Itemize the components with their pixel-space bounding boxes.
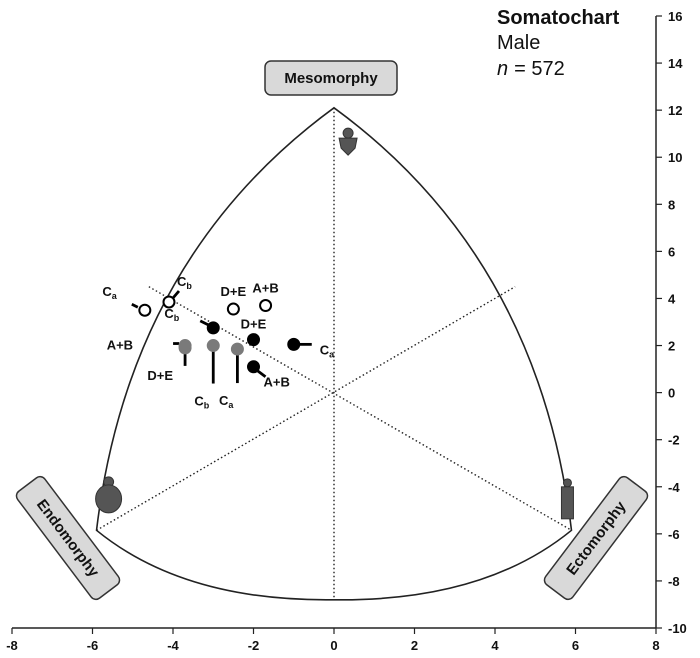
y-tick-label: 12 — [668, 103, 682, 118]
mesomorph-figure-icon — [338, 127, 358, 156]
x-ticks: -8 -6 -4 -2 0 2 4 6 8 — [6, 628, 660, 653]
point-leader-line — [256, 369, 267, 378]
x-tick-label: -4 — [167, 638, 179, 653]
point-label: Ca — [219, 393, 234, 410]
y-tick-label: -10 — [668, 621, 687, 636]
y-tick-label: 6 — [668, 244, 675, 259]
y-tick-label: 10 — [668, 150, 682, 165]
figure-icons — [95, 127, 574, 520]
y-tick-label: -2 — [668, 433, 680, 448]
point-label: A+B — [107, 338, 133, 353]
sample-size-value: = 572 — [514, 58, 565, 80]
point-label: D+E — [241, 317, 267, 332]
point-label: Cb — [177, 274, 192, 291]
x-tick-label: -2 — [248, 638, 260, 653]
y-tick-label: -8 — [668, 574, 680, 589]
y-tick-label: -6 — [668, 527, 680, 542]
x-tick-label: 0 — [330, 638, 337, 653]
y-tick-label: 8 — [668, 197, 675, 212]
data-point — [206, 321, 220, 335]
data-point — [230, 342, 244, 356]
y-tick-label: -4 — [668, 480, 680, 495]
reference-line — [96, 286, 516, 531]
mesomorphy-label-box: Mesomorphy — [264, 60, 398, 96]
y-tick-label: 2 — [668, 339, 675, 354]
chart-title: Somatochart — [497, 7, 620, 29]
x-tick-label: 8 — [652, 638, 659, 653]
point-label: D+E — [147, 368, 173, 383]
y-tick-label: 14 — [668, 56, 683, 71]
chart-subtitle: Male — [497, 32, 540, 54]
point-leader-line — [199, 319, 209, 327]
point-label: A+B — [252, 281, 278, 296]
data-point — [206, 339, 220, 353]
y-tick-label: 4 — [668, 291, 676, 306]
data-point — [226, 302, 240, 316]
data-point — [138, 303, 152, 317]
x-tick-label: -6 — [87, 638, 99, 653]
ectomorphy-label-box: Ectomorphy — [543, 475, 649, 601]
point-leader-line — [131, 302, 139, 309]
ectomorph-figure-icon — [560, 478, 574, 520]
data-point — [162, 295, 176, 309]
sample-size: n = 572 — [497, 58, 565, 80]
point-label: D+E — [221, 284, 247, 299]
data-points: Ca Cb D+E A+B Cb D+E Ca A+B A+B D+E Cb Ca — [102, 274, 335, 411]
data-point — [259, 299, 273, 313]
point-label: A+B — [264, 375, 290, 390]
x-tick-label: 6 — [572, 638, 579, 653]
point-label: Ca — [102, 284, 117, 301]
point-label: Cb — [194, 394, 209, 411]
x-tick-label: 2 — [411, 638, 418, 653]
point-label: Ca — [320, 342, 335, 359]
data-point — [247, 333, 260, 347]
data-point — [247, 360, 260, 374]
y-ticks: -10 -8 -6 -4 -2 0 2 4 6 8 10 12 14 16 — [656, 9, 687, 636]
data-point — [287, 337, 301, 351]
y-tick-label: 0 — [668, 386, 675, 401]
endomorph-figure-icon — [95, 476, 123, 514]
x-tick-label: 4 — [491, 638, 499, 653]
y-tick-label: 16 — [668, 9, 682, 24]
somatochart-outline — [95, 106, 573, 601]
point-label: Cb — [164, 306, 179, 323]
point-leader-line — [171, 290, 181, 299]
sample-size-symbol: n — [497, 58, 508, 80]
mesomorphy-label: Mesomorphy — [284, 70, 378, 87]
x-tick-label: -8 — [6, 638, 18, 653]
data-point — [178, 341, 192, 355]
